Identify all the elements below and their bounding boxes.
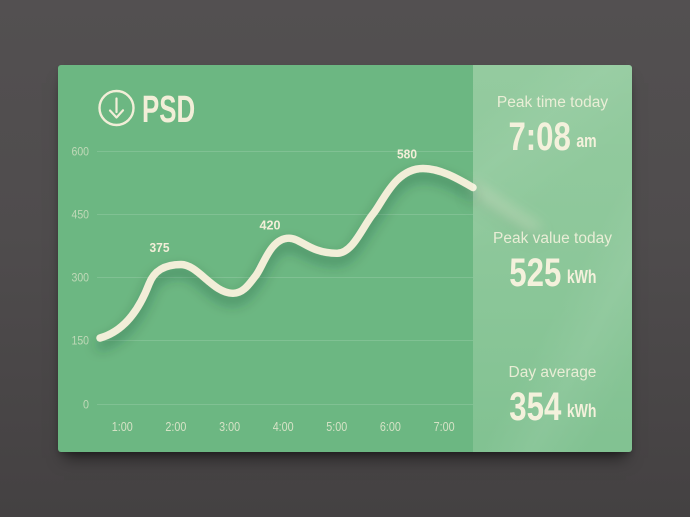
- svg-text:375: 375: [150, 240, 170, 255]
- svg-text:5:00: 5:00: [326, 420, 347, 434]
- svg-text:150: 150: [72, 334, 90, 348]
- svg-text:300: 300: [72, 271, 90, 285]
- svg-text:3:00: 3:00: [219, 420, 240, 434]
- svg-text:6:00: 6:00: [380, 420, 401, 434]
- svg-text:580: 580: [397, 146, 417, 161]
- svg-text:7:00: 7:00: [434, 420, 455, 434]
- svg-text:4:00: 4:00: [273, 420, 294, 434]
- svg-text:0: 0: [83, 398, 89, 412]
- svg-text:2:00: 2:00: [165, 420, 186, 434]
- svg-text:420: 420: [260, 217, 281, 232]
- svg-text:450: 450: [72, 208, 90, 222]
- svg-text:1:00: 1:00: [112, 420, 133, 434]
- svg-text:600: 600: [72, 145, 90, 159]
